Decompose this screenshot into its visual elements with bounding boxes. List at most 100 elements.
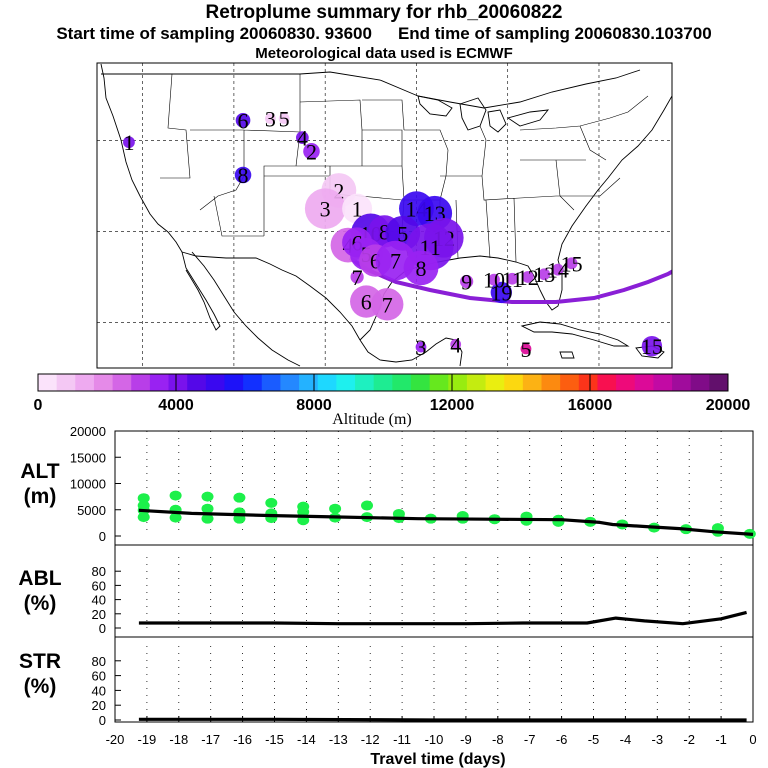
us-mexico-border (181, 251, 361, 341)
x-tick-label: -9 (460, 732, 472, 747)
data-point (169, 512, 182, 523)
colorbar-swatch (597, 374, 617, 391)
plume-cluster-blob (304, 188, 346, 229)
plume-cluster-blob (303, 143, 320, 160)
plume-cluster-label: 3 (320, 197, 331, 222)
x-axis-label: Travel time (days) (370, 751, 505, 768)
colorbar-swatch (38, 374, 58, 391)
plume-cluster-label: 8 (416, 256, 427, 281)
x-tick-label: -1 (715, 732, 727, 747)
plume-cluster-label: 2 (333, 178, 344, 203)
colorbar-tick-label: 12000 (430, 397, 475, 414)
plume-cluster-blob (295, 131, 309, 145)
y-tick-label: 0 (99, 621, 106, 636)
plume-cluster-blob (565, 257, 578, 270)
colorbar-swatch (131, 374, 151, 391)
abl-panel-label-line1: ABL (18, 567, 61, 590)
x-tick-label: -17 (201, 732, 220, 747)
colorbar-swatch (541, 374, 561, 391)
colorbar-swatch (299, 374, 319, 391)
plume-cluster-label: 13 (533, 262, 555, 287)
colorbar-swatch (410, 374, 431, 391)
colorbar-ticks: 0 4000 8000 12000 16000 20000 (34, 374, 751, 414)
x-tick-label: -4 (620, 732, 632, 747)
data-point (297, 506, 310, 517)
plume-cluster-blob (490, 281, 513, 304)
plume-cluster-blob (520, 343, 532, 355)
alt-panel: ALT (m) 0 5000 10000 15000 20000 (20, 424, 756, 544)
map-frame (96, 62, 673, 369)
data-point (233, 492, 246, 503)
colorbar-tick-label: 16000 (568, 397, 613, 414)
plume-cluster-label: 14 (547, 258, 569, 283)
alt-panel-label: ALT (m) (20, 460, 59, 508)
colorbar-swatch (75, 374, 95, 391)
plume-cluster-label: 4 (450, 332, 461, 357)
y-tick-label: 0 (99, 713, 106, 728)
x-tick-label: -20 (106, 732, 125, 747)
colorbar-swatch (653, 374, 673, 391)
colorbar-swatch (634, 374, 654, 391)
plume-cluster-label: 19 (490, 280, 512, 305)
plume-cluster-label: 5 (397, 221, 408, 246)
great-lakes (417, 95, 550, 133)
colorbar-swatch (336, 374, 356, 391)
x-tick-label: -15 (265, 732, 284, 747)
plume-clusters: 1635428231141310851211465678767919101112… (123, 107, 663, 362)
mexico-gulf-coast (359, 337, 463, 367)
plume-cluster-label: 9 (461, 270, 472, 295)
plume-cluster-blob (350, 270, 364, 284)
y-tick-label: 80 (92, 654, 106, 669)
data-point (265, 497, 278, 508)
abl-panel-label-line2: (%) (24, 592, 57, 615)
colorbar-swatches (38, 374, 729, 391)
plume-cluster-blob (278, 113, 290, 124)
x-tick-label: -19 (138, 732, 157, 747)
plume-cluster-blob (460, 274, 474, 289)
colorbar-tick-label: 20000 (706, 397, 751, 414)
colorbar-swatch (392, 374, 412, 391)
x-tick-label: -3 (652, 732, 664, 747)
us-canada-border (101, 69, 641, 109)
colorbar-swatch (261, 374, 281, 391)
colorbar-label: Altitude (m) (332, 411, 412, 428)
x-tick-label: -2 (683, 732, 695, 747)
y-tick-label: 10000 (70, 477, 106, 492)
baja-california (181, 251, 221, 331)
abl-panel-label: ABL (%) (18, 567, 61, 615)
x-tick-label: -11 (393, 732, 411, 747)
alt-series-line (138, 508, 754, 536)
plume-cluster-blob (234, 166, 252, 184)
plume-cluster-label: 2 (306, 139, 317, 164)
plume-cluster-label: 7 (390, 249, 401, 274)
abl-series-line (138, 610, 747, 626)
x-tick-label: 0 (749, 732, 756, 747)
colorbar-swatch (578, 374, 598, 391)
x-tick-label: -18 (169, 732, 188, 747)
colorbar-swatch (709, 374, 729, 391)
colorbar-swatch (56, 374, 76, 391)
plume-cluster-label: 1 (123, 130, 134, 155)
altitude-colorbar: 0 4000 8000 12000 16000 20000 Altitude (m) (34, 373, 751, 428)
colorbar-swatch (187, 374, 207, 391)
plume-cluster-blob (123, 136, 135, 149)
colorbar-swatch (672, 374, 692, 391)
plume-trajectory (348, 256, 672, 304)
plume-cluster-label: 7 (382, 292, 393, 317)
str-panel-label-line2: (%) (24, 675, 57, 698)
data-point (201, 513, 214, 524)
x-tick-label: -7 (524, 732, 536, 747)
colorbar-swatch (355, 374, 375, 391)
plume-cluster-label: 7 (352, 265, 363, 290)
alt-panel-label-line1: ALT (20, 460, 59, 483)
x-tick-label: -10 (425, 732, 444, 747)
colorbar-swatch (504, 374, 524, 391)
colorbar-tick-label: 4000 (158, 397, 194, 414)
colorbar-swatch (690, 374, 710, 391)
colorbar-swatch (93, 374, 114, 391)
data-point (137, 493, 150, 504)
plume-cluster-label: 8 (379, 219, 390, 244)
colorbar-swatch (205, 374, 225, 391)
plume-cluster-label: 4 (297, 126, 308, 151)
